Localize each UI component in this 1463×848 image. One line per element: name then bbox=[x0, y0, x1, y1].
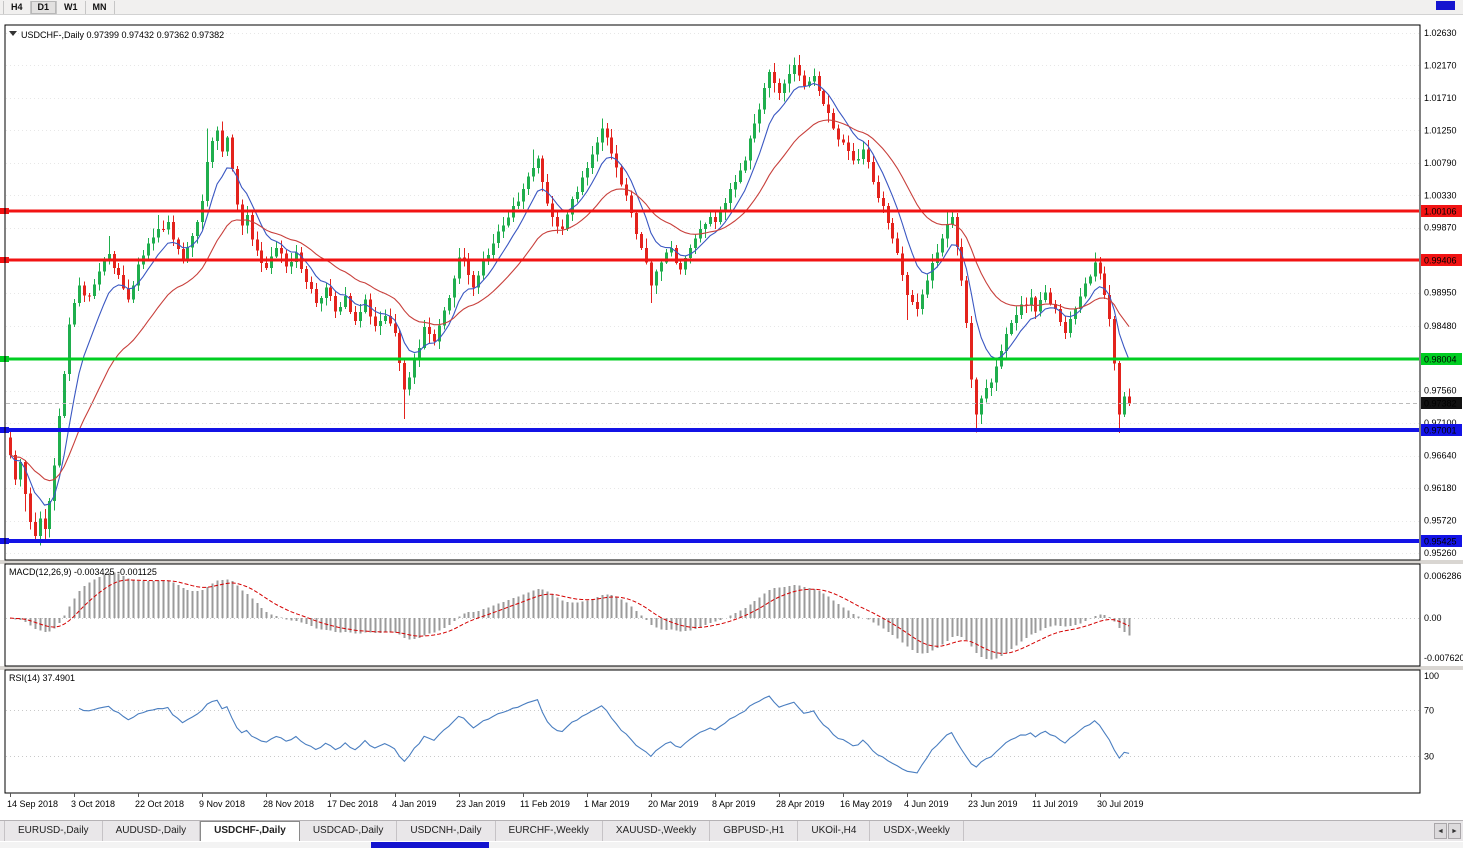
svg-text:0.98480: 0.98480 bbox=[1424, 321, 1457, 331]
date-label: 16 May 2019 bbox=[840, 799, 892, 809]
macd-pane-frame bbox=[4, 563, 1421, 667]
date-label: 9 Nov 2018 bbox=[199, 799, 245, 809]
level-price-badge: 0.98004 bbox=[1421, 353, 1462, 365]
date-label: 11 Feb 2019 bbox=[520, 799, 570, 809]
svg-text:0.96640: 0.96640 bbox=[1424, 451, 1457, 461]
date-label: 14 Sep 2018 bbox=[7, 799, 58, 809]
svg-text:0.98004: 0.98004 bbox=[1424, 355, 1457, 365]
timeframe-button-d1[interactable]: D1 bbox=[30, 0, 58, 14]
svg-text:1.00790: 1.00790 bbox=[1424, 158, 1457, 168]
svg-text:0.97560: 0.97560 bbox=[1424, 386, 1457, 396]
chart-tab-xauusd[interactable]: XAUUSD-,Weekly bbox=[603, 821, 711, 841]
price-pane-frame bbox=[4, 24, 1421, 561]
level-price-badge: 0.97001 bbox=[1421, 424, 1462, 436]
ohlc-readout: USDCHF-,Daily 0.97399 0.97432 0.97362 0.… bbox=[21, 30, 224, 40]
svg-text:0.00: 0.00 bbox=[1424, 613, 1442, 623]
rsi-indicator bbox=[6, 695, 1419, 774]
date-label: 3 Oct 2018 bbox=[71, 799, 115, 809]
timeframe-button-h4[interactable]: H4 bbox=[3, 0, 31, 14]
macd-signal-line bbox=[9, 579, 1130, 654]
date-label: 17 Dec 2018 bbox=[327, 799, 378, 809]
macd-indicator bbox=[6, 572, 1419, 660]
svg-text:0.98950: 0.98950 bbox=[1424, 288, 1457, 298]
chart-title: USDCHF-,Daily 0.97399 0.97432 0.97362 0.… bbox=[9, 30, 224, 40]
chart-tab-eurchf[interactable]: EURCHF-,Weekly bbox=[496, 821, 603, 841]
svg-text:30: 30 bbox=[1424, 752, 1434, 762]
level-price-badge: 1.00106 bbox=[1421, 205, 1462, 217]
current-price-badge: 0.97382 bbox=[1421, 397, 1462, 409]
chart-tab-usdx[interactable]: USDX-,Weekly bbox=[870, 821, 964, 841]
date-label: 23 Jun 2019 bbox=[968, 799, 1018, 809]
date-label: 1 Mar 2019 bbox=[584, 799, 630, 809]
price-axis: 1.02630 1.02170 1.01710 1.01250 1.00790 1.003… bbox=[1424, 28, 1457, 558]
bottom-scrollbar-thumb[interactable] bbox=[371, 842, 489, 848]
svg-text:0.006286: 0.006286 bbox=[1424, 571, 1462, 581]
date-label: 4 Jun 2019 bbox=[904, 799, 949, 809]
timeframe-button-mn[interactable]: MN bbox=[86, 0, 115, 14]
top-right-marker bbox=[1436, 1, 1455, 10]
chart-tab-usdchf[interactable]: USDCHF-,Daily bbox=[200, 821, 300, 841]
chart-tabs: EURUSD-,Daily AUDUSD-,Daily USDCHF-,Daily U… bbox=[4, 821, 964, 841]
chart-tab-audusd[interactable]: AUDUSD-,Daily bbox=[103, 821, 201, 841]
date-label: 8 Apr 2019 bbox=[712, 799, 756, 809]
svg-text:0.96180: 0.96180 bbox=[1424, 483, 1457, 493]
macd-histogram bbox=[14, 572, 1131, 660]
chart-tab-eurusd[interactable]: EURUSD-,Daily bbox=[5, 821, 103, 841]
svg-text:1.01710: 1.01710 bbox=[1424, 93, 1457, 103]
date-label: 11 Jul 2019 bbox=[1032, 799, 1078, 809]
rsi-label: RSI(14) 37.4901 bbox=[9, 673, 75, 683]
date-label: 4 Jan 2019 bbox=[392, 799, 437, 809]
pane-separator[interactable] bbox=[0, 560, 1463, 564]
chart-tab-usdcnh[interactable]: USDCNH-,Daily bbox=[397, 821, 496, 841]
svg-text:0.99406: 0.99406 bbox=[1424, 256, 1457, 266]
date-axis: 14 Sep 2018 3 Oct 2018 22 Oct 2018 9 Nov 20… bbox=[7, 793, 1144, 809]
date-label: 23 Jan 2019 bbox=[456, 799, 506, 809]
rsi-pane-frame bbox=[4, 669, 1421, 794]
svg-text:1.02630: 1.02630 bbox=[1424, 28, 1457, 38]
date-label: 28 Apr 2019 bbox=[776, 799, 825, 809]
svg-text:0.97100: 0.97100 bbox=[1424, 418, 1457, 428]
svg-text:0.97382: 0.97382 bbox=[1424, 399, 1457, 409]
svg-text:100: 100 bbox=[1424, 671, 1439, 681]
svg-text:-0.007620: -0.007620 bbox=[1424, 653, 1463, 663]
svg-text:0.97001: 0.97001 bbox=[1424, 426, 1457, 436]
chart-tab-ukoil[interactable]: UKOil-,H4 bbox=[798, 821, 871, 841]
timeframe-button-w1[interactable]: W1 bbox=[57, 0, 86, 14]
level-price-badge: 0.95425 bbox=[1421, 535, 1462, 547]
symbol-dropdown-icon[interactable] bbox=[9, 31, 17, 36]
timeframe-toolbar: H4 D1 W1 MN bbox=[0, 0, 1463, 15]
chart-tabs-bar: EURUSD-,Daily AUDUSD-,Daily USDCHF-,Daily U… bbox=[0, 820, 1463, 841]
bottom-scrollbar[interactable] bbox=[0, 842, 1463, 848]
svg-text:70: 70 bbox=[1424, 706, 1434, 716]
ma-fast-line bbox=[9, 82, 1130, 506]
date-label: 22 Oct 2018 bbox=[135, 799, 184, 809]
rsi-line bbox=[78, 695, 1130, 774]
chart-tab-usdcad[interactable]: USDCAD-,Daily bbox=[300, 821, 398, 841]
tabs-scroll-right-button[interactable]: ► bbox=[1448, 823, 1461, 839]
date-label: 28 Nov 2018 bbox=[263, 799, 314, 809]
tabs-scroll-left-button[interactable]: ◄ bbox=[1434, 823, 1447, 839]
svg-text:1.00106: 1.00106 bbox=[1424, 207, 1457, 217]
svg-text:0.95260: 0.95260 bbox=[1424, 548, 1457, 558]
level-price-badge: 0.99406 bbox=[1421, 254, 1462, 266]
svg-text:1.01250: 1.01250 bbox=[1424, 125, 1457, 135]
svg-text:0.99870: 0.99870 bbox=[1424, 223, 1457, 233]
candlestick-series bbox=[9, 55, 1131, 546]
chart-area[interactable]: 1.02630 1.02170 1.01710 1.01250 1.00790 1.003… bbox=[0, 0, 1463, 820]
tab-scroll-buttons: ◄ ► bbox=[1434, 823, 1461, 839]
svg-text:0.95720: 0.95720 bbox=[1424, 516, 1457, 526]
svg-text:0.95425: 0.95425 bbox=[1424, 537, 1457, 547]
svg-text:1.00330: 1.00330 bbox=[1424, 190, 1457, 200]
chart-tab-gbpusd[interactable]: GBPUSD-,H1 bbox=[710, 821, 799, 841]
date-label: 30 Jul 2019 bbox=[1097, 799, 1144, 809]
svg-text:1.02170: 1.02170 bbox=[1424, 60, 1457, 70]
price-grid bbox=[6, 33, 1419, 554]
date-label: 20 Mar 2019 bbox=[648, 799, 699, 809]
horizontal-levels[interactable] bbox=[0, 208, 1419, 544]
macd-label: MACD(12,26,9) -0.003425 -0.001125 bbox=[9, 567, 157, 577]
ma-slow-line bbox=[9, 119, 1130, 482]
pane-separator[interactable] bbox=[0, 666, 1463, 670]
